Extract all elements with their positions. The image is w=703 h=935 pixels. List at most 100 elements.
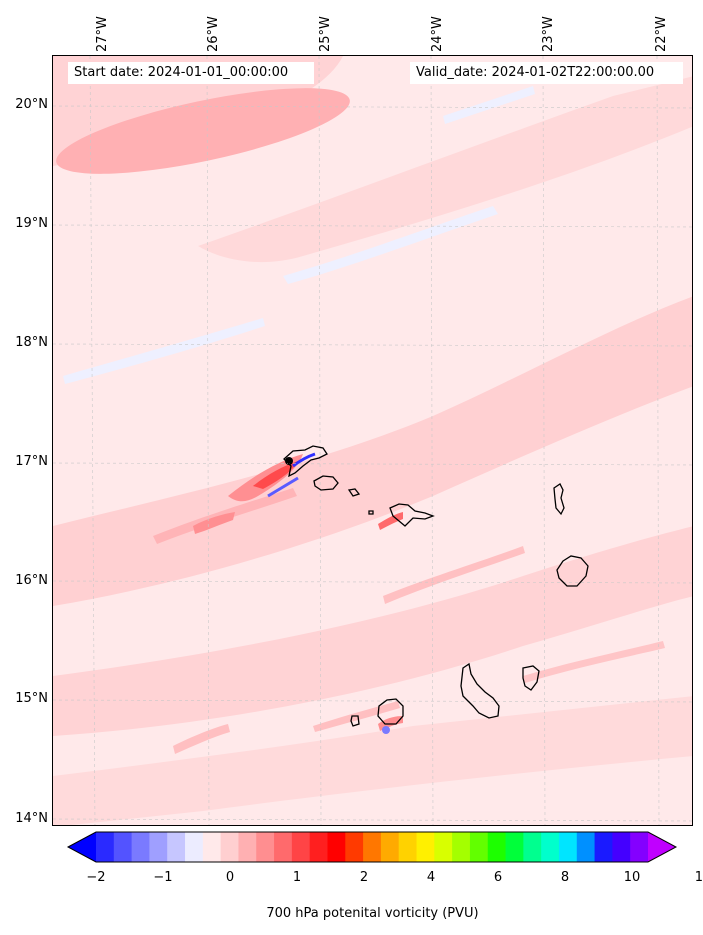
colorbar-tick-label: 14 [694, 870, 703, 885]
colorbar-swatch [149, 832, 168, 862]
colorbar-swatch [434, 832, 453, 862]
colorbar-swatch [113, 832, 133, 862]
colorbar-tick-label: 10 [623, 870, 641, 885]
colorbar-swatch [487, 832, 507, 862]
island-fogo [377, 698, 404, 725]
colorbar-swatch [594, 832, 613, 862]
lat-label-14n: 14°N [15, 811, 48, 826]
graticule [53, 56, 692, 825]
grid-lon-26w [206, 56, 210, 825]
island-santa-luzia [347, 488, 361, 497]
colorbar-swatch [220, 832, 239, 862]
colorbar [66, 831, 678, 863]
pv-negative-core-2 [292, 452, 316, 468]
colorbar-swatch [469, 832, 489, 862]
island-sao-nicolau [389, 503, 435, 527]
colorbar-swatch [345, 832, 364, 862]
pv-filament-2 [383, 546, 525, 604]
colorbar-swatch [380, 832, 400, 862]
pv-extreme-point [285, 457, 293, 465]
pv-negative-streak-3 [443, 86, 535, 124]
colorbar-tick-label: 0 [225, 870, 235, 885]
pv-filament-4 [173, 724, 230, 754]
pv-core-north [56, 88, 350, 174]
island-sao-vicente [313, 475, 339, 491]
colorbar-tick-label: 8 [560, 870, 570, 885]
island-boa-vista [556, 555, 589, 587]
pv-negative-core-1 [267, 476, 299, 498]
island-sal [553, 483, 565, 516]
lon-label-24w: 24°W [430, 16, 445, 52]
colorbar-swatch [256, 832, 275, 862]
colorbar-outline [66, 831, 678, 863]
colorbar-swatch [274, 832, 293, 862]
grid-lon-25w [318, 56, 322, 825]
colorbar-tick-label: −2 [86, 870, 106, 885]
grid-lon-23w [542, 56, 546, 825]
island-santiago [460, 662, 500, 719]
pv-negative-streak-2 [63, 318, 265, 384]
colorbar-swatch [612, 832, 631, 862]
pv-south-negative [382, 726, 390, 734]
island-branco [368, 510, 374, 515]
map-panel[interactable] [52, 55, 693, 826]
pv-band-upper [198, 76, 692, 263]
pv-intense-tail [193, 512, 235, 534]
lon-label-26w: 26°W [206, 16, 221, 52]
colorbar-extend-max [648, 832, 676, 862]
pv-band-south [53, 696, 692, 825]
pv-intense-core [253, 461, 298, 489]
colorbar-swatch [398, 832, 418, 862]
grid-lon-22w [656, 56, 660, 825]
pv-negative-streak-1 [283, 206, 498, 284]
colorbar-tick-label: 2 [359, 870, 369, 885]
colorbar-label: 700 hPa potenital vorticity (PVU) [266, 906, 479, 921]
colorbar-swatch [131, 832, 150, 862]
colorbar-tick-label: 6 [493, 870, 503, 885]
grid-lat-20n [53, 105, 692, 109]
grid-lon-27w [89, 56, 96, 825]
grid-lat-16n [53, 580, 692, 584]
island-maio [522, 665, 540, 691]
lat-label-16n: 16°N [15, 573, 48, 588]
pv-island-core [378, 512, 403, 530]
lat-label-18n: 18°N [15, 335, 48, 350]
coastlines [283, 445, 589, 727]
lat-label-17n: 17°N [15, 454, 48, 469]
colorbar-swatch [309, 832, 328, 862]
colorbar-swatch [363, 832, 382, 862]
colorbar-swatch [238, 832, 257, 862]
colorbar-swatch [167, 832, 186, 862]
colorbar-swatch [523, 832, 542, 862]
start-date-box: Start date: 2024-01-01_00:00:00 [68, 62, 314, 84]
colorbar-tick-label: 4 [426, 870, 436, 885]
lon-label-22w: 22°W [654, 16, 669, 52]
colorbar-swatch [327, 832, 346, 862]
pv-filament-5 [523, 641, 665, 683]
colorbar-swatch [416, 832, 435, 862]
grid-lat-17n [53, 462, 692, 466]
colorbar-extend-min [68, 832, 96, 862]
pv-band-middle [53, 296, 692, 606]
colorbar-swatch [202, 832, 222, 862]
lon-label-25w: 25°W [318, 16, 333, 52]
colorbar-swatch [452, 832, 471, 862]
colorbar-tick-label: 1 [292, 870, 302, 885]
colorbar-tick-label: −1 [153, 870, 173, 885]
colorbar-swatch [291, 832, 311, 862]
island-santo-antao [283, 445, 328, 478]
pv-field [53, 56, 692, 825]
colorbar-swatch [185, 832, 204, 862]
grid-lat-18n [53, 343, 692, 347]
pv-band-lower [53, 526, 692, 736]
valid-date-box: Valid_date: 2024-01-02T22:00:00.00 [410, 62, 683, 84]
lat-label-15n: 15°N [15, 691, 48, 706]
lon-label-27w: 27°W [95, 16, 110, 52]
colorbar-swatch [576, 832, 596, 862]
island-brava [350, 715, 360, 727]
lat-label-19n: 19°N [15, 216, 48, 231]
grid-lat-14n [53, 818, 692, 822]
grid-lat-19n [53, 224, 692, 228]
colorbar-swatch [505, 832, 524, 862]
colorbar-swatch [630, 832, 649, 862]
